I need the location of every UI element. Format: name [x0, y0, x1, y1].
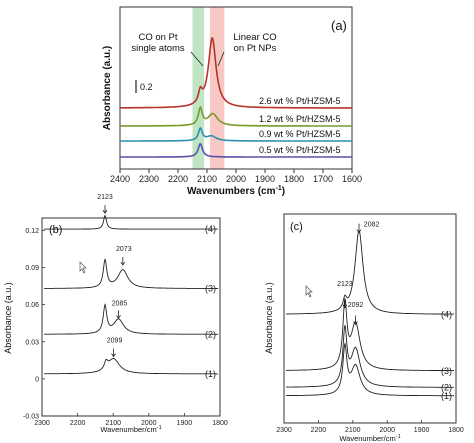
series-label-3: (1)	[441, 391, 452, 401]
series-line-0	[120, 37, 352, 109]
band-pointer-single-atoms	[190, 51, 204, 67]
annotation-label: 2082	[364, 221, 380, 228]
series-line-3	[120, 143, 352, 158]
x-tick-label: 2000	[141, 420, 157, 427]
x-tick-label: 2400	[110, 174, 130, 184]
annotation-arrowhead	[102, 209, 108, 214]
panel-a-label: (a)	[331, 18, 347, 33]
x-tick-label: 2300	[276, 427, 292, 434]
series-line-1	[120, 105, 352, 127]
panel-b: (4) (3) (2) (1) 2300 2200 2100 2000 1900 1800 0.1…	[3, 194, 228, 434]
annotation-arrowhead	[120, 261, 126, 266]
panel-a: 2400 2300 2200 2100 2000 1900 1800 1700 1600 (a)…	[102, 6, 362, 197]
x-tick-label: 1900	[414, 427, 430, 434]
annotation-arrowhead	[111, 353, 116, 358]
scale-bar-label: 0.2	[140, 82, 153, 92]
series-line-0	[44, 214, 218, 230]
band-label-nps-2: on Pt NPs	[234, 43, 277, 54]
series-label-3: (1)	[205, 369, 216, 379]
panel-b-label: (b)	[49, 224, 62, 236]
cursor-icon	[79, 261, 87, 274]
x-tick-label: 1900	[177, 420, 193, 427]
panel-b-ylabel: Absorbance (a.u.)	[3, 282, 13, 354]
band-pointer-nps	[217, 51, 225, 67]
series-label-0: (4)	[205, 224, 216, 234]
series-line-3	[44, 358, 218, 375]
series-line-3	[286, 342, 454, 397]
cursor-icon	[305, 285, 313, 298]
series-line-2	[44, 303, 218, 335]
annotation-arrowhead	[342, 304, 348, 309]
annotation-label: 2092	[348, 302, 364, 309]
panel-c-ylabel: Absorbance (a.u.)	[264, 282, 274, 354]
y-tick-label: 0	[35, 376, 39, 383]
panel-b-frame	[41, 217, 221, 417]
band-label-single-atoms-2: single atoms	[131, 43, 185, 54]
annotation-label: 2073	[116, 246, 132, 253]
band-0	[192, 7, 205, 169]
y-tick-label: 0.09	[25, 265, 39, 272]
panel-b-xlabel: Wavenumber/cm-1	[100, 425, 161, 434]
x-tick-label: 1800	[212, 420, 228, 427]
panel-c-label: (c)	[290, 221, 303, 233]
series-label-0-5: 0.5 wt % Pt/HZSM-5	[259, 145, 341, 155]
panel-c: (4) (3) (2)(1) 2300 2200 2100 2000 1900 1800 (c…	[264, 213, 464, 443]
band-label-single-atoms-1: CO on Pt	[138, 32, 177, 43]
x-tick-label: 2200	[70, 420, 86, 427]
annotation-arrowhead	[353, 321, 358, 326]
x-tick-label: 2300	[139, 174, 159, 184]
panel-c-xlabel: Wavenumber/cm-1	[339, 434, 400, 443]
x-tick-label: 2000	[226, 174, 246, 184]
series-label-0-9: 0.9 wt % Pt/HZSM-5	[259, 129, 341, 139]
series-line-2	[120, 127, 352, 142]
series-line-0	[286, 229, 454, 315]
series-line-2	[286, 325, 454, 388]
series-label-2: (2)	[205, 329, 216, 339]
x-tick-label: 1800	[284, 174, 304, 184]
x-tick-label: 2100	[345, 427, 361, 434]
x-tick-label: 2200	[311, 427, 327, 434]
y-tick-label: -0.03	[23, 414, 39, 421]
series-label-1: (3)	[205, 284, 216, 294]
panel-a-xlabel: Wavenumbers (cm-1)	[187, 185, 285, 197]
x-tick-label: 1700	[313, 174, 333, 184]
x-tick-label: 2100	[105, 420, 121, 427]
y-tick-label: 0.03	[25, 339, 39, 346]
annotation-arrowhead	[116, 315, 121, 320]
band-label-nps-1: Linear CO	[233, 32, 276, 43]
x-tick-label: 2100	[197, 174, 217, 184]
series-label-2: (2)	[441, 382, 452, 392]
x-tick-label: 2300	[34, 420, 50, 427]
series-line-1	[286, 298, 454, 372]
annotation-arrowhead	[356, 229, 362, 234]
series-label-1-2: 1.2 wt % Pt/HZSM-5	[259, 114, 341, 124]
y-tick-label: 0.12	[25, 228, 39, 235]
band-1	[209, 7, 225, 169]
x-tick-label: 1900	[255, 174, 275, 184]
y-tick-label: 0.06	[25, 302, 39, 309]
x-tick-label: 1800	[448, 427, 464, 434]
panel-c-frame	[283, 213, 457, 424]
series-label-0: (4)	[441, 309, 452, 319]
series-line-1	[44, 258, 218, 289]
x-tick-label: 1600	[342, 174, 362, 184]
annotation-label: 2123	[97, 194, 113, 201]
annotation-label: 2085	[112, 300, 128, 307]
x-tick-label: 2200	[168, 174, 188, 184]
series-label-1: (3)	[441, 366, 452, 376]
annotation-label: 2099	[107, 337, 123, 344]
x-tick-label: 2000	[379, 427, 395, 434]
series-label-2-6: 2.6 wt % Pt/HZSM-5	[259, 96, 341, 106]
annotation-label: 2123	[337, 281, 353, 288]
panel-a-ylabel: Absorbance (a.u.)	[102, 46, 113, 130]
